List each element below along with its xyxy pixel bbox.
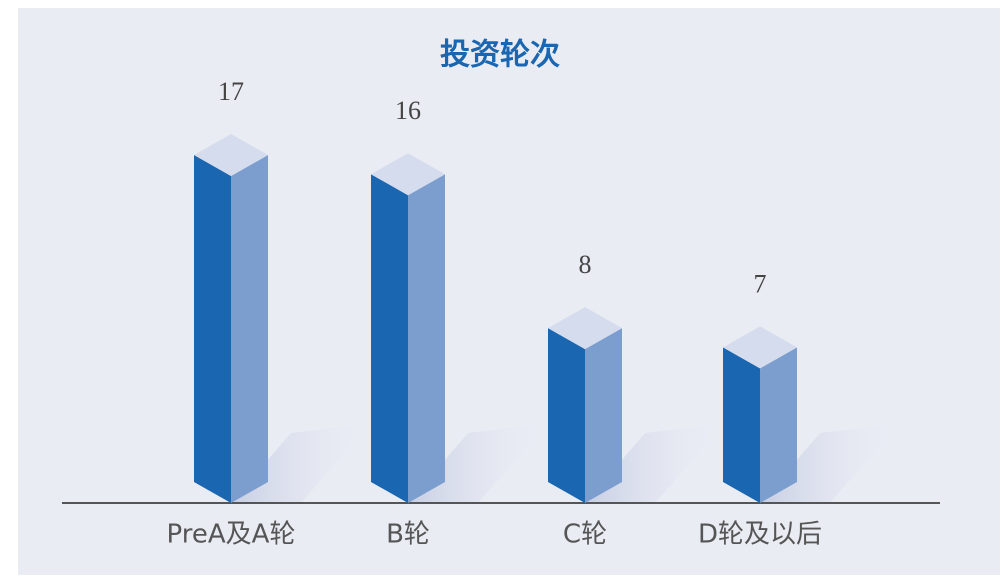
x-tick-label: D轮及以后 <box>698 520 822 550</box>
bar-front <box>371 174 408 503</box>
value-label: 8 <box>579 250 592 279</box>
value-label: 7 <box>754 269 767 298</box>
value-label: 16 <box>395 96 421 125</box>
bar-side <box>760 347 797 503</box>
bar-top <box>194 134 268 176</box>
x-tick-label: PreA及A轮 <box>167 520 296 550</box>
x-tick-label: C轮 <box>563 520 607 550</box>
bar-side <box>231 155 268 503</box>
bar-top <box>548 307 622 350</box>
bar-top <box>723 326 797 369</box>
value-label: 17 <box>218 77 244 106</box>
bar-side <box>408 174 445 503</box>
bar-top <box>371 153 445 196</box>
panel <box>18 8 1000 575</box>
bar-front <box>548 328 585 503</box>
bar-front <box>194 155 231 503</box>
chart-title: 投资轮次 <box>440 38 560 73</box>
x-tick-label: B轮 <box>386 520 430 550</box>
bar-side <box>585 328 622 503</box>
bar-front <box>723 347 760 503</box>
